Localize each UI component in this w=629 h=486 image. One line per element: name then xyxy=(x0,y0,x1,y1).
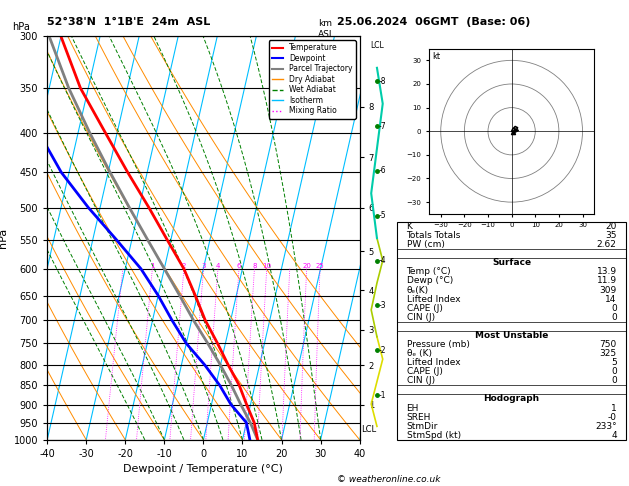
Text: 3: 3 xyxy=(201,262,206,269)
Text: Hodograph: Hodograph xyxy=(484,395,540,403)
Text: Pressure (mb): Pressure (mb) xyxy=(406,340,469,349)
Text: EH: EH xyxy=(406,403,419,413)
Text: 14: 14 xyxy=(605,295,616,304)
Legend: Temperature, Dewpoint, Parcel Trajectory, Dry Adiabat, Wet Adiabat, Isotherm, Mi: Temperature, Dewpoint, Parcel Trajectory… xyxy=(269,40,356,119)
Text: Temp (°C): Temp (°C) xyxy=(406,267,451,277)
Text: θₑ (K): θₑ (K) xyxy=(406,349,431,358)
Text: kt: kt xyxy=(432,52,440,61)
Text: CIN (J): CIN (J) xyxy=(406,313,435,322)
Text: 0: 0 xyxy=(611,367,616,376)
Text: CAPE (J): CAPE (J) xyxy=(406,367,442,376)
Text: StmDir: StmDir xyxy=(406,422,438,431)
Text: 1: 1 xyxy=(611,403,616,413)
Text: -6: -6 xyxy=(379,166,386,175)
Text: Most Unstable: Most Unstable xyxy=(475,331,548,340)
Text: 750: 750 xyxy=(599,340,616,349)
Text: 0: 0 xyxy=(611,313,616,322)
Text: 309: 309 xyxy=(599,286,616,295)
Text: 10: 10 xyxy=(262,262,271,269)
Text: SREH: SREH xyxy=(406,413,431,422)
Text: 52°38'N  1°1B'E  24m  ASL: 52°38'N 1°1B'E 24m ASL xyxy=(47,17,211,27)
Text: 2.62: 2.62 xyxy=(597,240,616,249)
Text: 11.9: 11.9 xyxy=(596,277,616,285)
Text: Lifted Index: Lifted Index xyxy=(406,358,460,367)
Text: StmSpd (kt): StmSpd (kt) xyxy=(406,431,460,440)
Text: Totals Totals: Totals Totals xyxy=(406,231,461,240)
Text: 35: 35 xyxy=(605,231,616,240)
Text: 25.06.2024  06GMT  (Base: 06): 25.06.2024 06GMT (Base: 06) xyxy=(337,17,530,27)
Text: 4: 4 xyxy=(216,262,220,269)
Text: Lifted Index: Lifted Index xyxy=(406,295,460,304)
Text: 8: 8 xyxy=(252,262,257,269)
Text: -0: -0 xyxy=(608,413,616,422)
Text: CIN (J): CIN (J) xyxy=(406,376,435,385)
Text: -8: -8 xyxy=(379,77,386,86)
X-axis label: Dewpoint / Temperature (°C): Dewpoint / Temperature (°C) xyxy=(123,465,283,474)
Text: -7: -7 xyxy=(379,122,386,131)
Text: -1: -1 xyxy=(379,391,386,399)
Text: LCL: LCL xyxy=(361,425,376,434)
Text: LCL: LCL xyxy=(370,41,384,50)
Text: 233°: 233° xyxy=(595,422,616,431)
Text: km
ASL: km ASL xyxy=(318,19,335,39)
Text: K: K xyxy=(406,222,413,231)
Text: hPa: hPa xyxy=(13,22,30,32)
Text: 0: 0 xyxy=(611,376,616,385)
Text: 20: 20 xyxy=(302,262,311,269)
Text: θₑ(K): θₑ(K) xyxy=(406,286,429,295)
Text: 0: 0 xyxy=(611,304,616,312)
Text: 20: 20 xyxy=(605,222,616,231)
Text: 25: 25 xyxy=(316,262,325,269)
Text: 2: 2 xyxy=(182,262,186,269)
Text: -3: -3 xyxy=(379,301,386,310)
Text: -5: -5 xyxy=(379,211,386,220)
Text: 1: 1 xyxy=(150,262,155,269)
Text: -2: -2 xyxy=(379,346,386,355)
Text: 5: 5 xyxy=(611,358,616,367)
Text: Dewp (°C): Dewp (°C) xyxy=(406,277,453,285)
Text: 4: 4 xyxy=(611,431,616,440)
Text: CAPE (J): CAPE (J) xyxy=(406,304,442,312)
Text: 6: 6 xyxy=(237,262,242,269)
Text: 13.9: 13.9 xyxy=(596,267,616,277)
Y-axis label: hPa: hPa xyxy=(0,228,8,248)
Text: -4: -4 xyxy=(379,256,386,265)
Text: PW (cm): PW (cm) xyxy=(406,240,445,249)
Text: Surface: Surface xyxy=(492,259,532,267)
Text: 325: 325 xyxy=(599,349,616,358)
Text: © weatheronline.co.uk: © weatheronline.co.uk xyxy=(337,474,440,484)
